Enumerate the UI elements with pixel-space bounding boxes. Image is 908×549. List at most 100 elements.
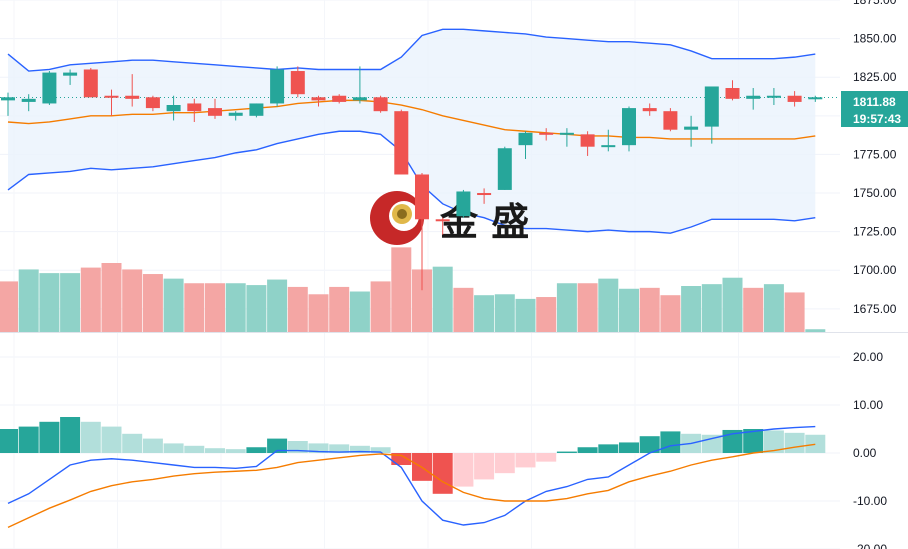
volume-bar[interactable] bbox=[701, 284, 722, 332]
volume-bar[interactable] bbox=[329, 286, 350, 332]
macd-histogram-bar[interactable] bbox=[267, 438, 288, 453]
macd-histogram-bar[interactable] bbox=[60, 417, 81, 453]
candle[interactable] bbox=[477, 188, 492, 204]
volume-bar[interactable] bbox=[246, 285, 267, 332]
macd-histogram-bar[interactable] bbox=[329, 444, 350, 453]
macd-histogram-bar[interactable] bbox=[101, 426, 122, 453]
candle[interactable] bbox=[746, 88, 761, 110]
volume-bar[interactable] bbox=[784, 292, 805, 332]
volume-bar[interactable] bbox=[494, 294, 515, 332]
candle[interactable] bbox=[208, 98, 222, 119]
candle[interactable] bbox=[166, 95, 181, 121]
macd-histogram-bar[interactable] bbox=[536, 453, 557, 462]
macd-panel[interactable] bbox=[0, 417, 826, 529]
candle[interactable] bbox=[290, 66, 305, 98]
volume-bar[interactable] bbox=[453, 287, 474, 332]
macd-histogram-bar[interactable] bbox=[474, 453, 495, 480]
candle[interactable] bbox=[145, 95, 160, 112]
volume-bar[interactable] bbox=[660, 295, 681, 332]
volume-bar[interactable] bbox=[18, 269, 39, 332]
candle[interactable] bbox=[642, 103, 657, 116]
volume-bar[interactable] bbox=[722, 277, 743, 332]
volume-bar[interactable] bbox=[474, 295, 495, 332]
volume-bar[interactable] bbox=[163, 278, 184, 332]
candle[interactable] bbox=[311, 95, 326, 107]
candle[interactable] bbox=[704, 86, 719, 144]
volume-bar[interactable] bbox=[225, 283, 246, 332]
volume-bar[interactable] bbox=[536, 297, 557, 332]
volume-bar[interactable] bbox=[0, 281, 18, 332]
candle[interactable] bbox=[766, 88, 781, 106]
candle[interactable] bbox=[373, 95, 388, 113]
candle[interactable] bbox=[249, 103, 264, 118]
volume-bar[interactable] bbox=[619, 288, 639, 332]
macd-histogram-bar[interactable] bbox=[370, 447, 391, 453]
macd-histogram-bar[interactable] bbox=[743, 429, 764, 453]
macd-histogram-bar[interactable] bbox=[18, 426, 39, 453]
macd-histogram-bar[interactable] bbox=[722, 429, 743, 453]
candle[interactable] bbox=[539, 128, 554, 141]
macd-histogram-bar[interactable] bbox=[39, 421, 60, 453]
macd-histogram-bar[interactable] bbox=[577, 447, 598, 453]
volume-bar[interactable] bbox=[681, 286, 702, 332]
candle[interactable] bbox=[456, 189, 471, 218]
candle[interactable] bbox=[497, 146, 512, 190]
candle[interactable] bbox=[42, 71, 57, 106]
macd-histogram-bar[interactable] bbox=[0, 429, 18, 453]
macd-histogram-bar[interactable] bbox=[308, 443, 329, 453]
macd-histogram-bar[interactable] bbox=[349, 445, 370, 453]
macd-histogram-bar[interactable] bbox=[163, 443, 184, 453]
volume-bar[interactable] bbox=[598, 278, 619, 332]
macd-histogram-bar[interactable] bbox=[494, 453, 515, 474]
volume-bar[interactable] bbox=[267, 279, 288, 332]
volume-bar[interactable] bbox=[743, 287, 764, 332]
candle[interactable] bbox=[1, 92, 15, 116]
candle[interactable] bbox=[187, 98, 202, 122]
candle[interactable] bbox=[663, 108, 678, 132]
candle[interactable] bbox=[684, 115, 699, 147]
candle[interactable] bbox=[228, 111, 243, 121]
volume-bar[interactable] bbox=[60, 273, 81, 332]
macd-histogram-bar[interactable] bbox=[784, 432, 805, 453]
macd-histogram-bar[interactable] bbox=[619, 442, 639, 453]
volume-bar[interactable] bbox=[432, 266, 453, 332]
volume-bar[interactable] bbox=[80, 267, 101, 332]
volume-bar[interactable] bbox=[391, 247, 412, 332]
volume-bar[interactable] bbox=[639, 287, 660, 332]
macd-histogram-bar[interactable] bbox=[432, 453, 453, 494]
volume-bar[interactable] bbox=[370, 281, 391, 332]
macd-histogram-bar[interactable] bbox=[515, 453, 536, 468]
candle[interactable] bbox=[270, 66, 285, 107]
macd-histogram-bar[interactable] bbox=[639, 436, 660, 453]
macd-histogram-bar[interactable] bbox=[453, 453, 474, 487]
macd-histogram-bar[interactable] bbox=[246, 447, 267, 453]
macd-histogram-bar[interactable] bbox=[142, 438, 163, 453]
candle[interactable] bbox=[21, 94, 36, 112]
macd-histogram-bar[interactable] bbox=[225, 449, 246, 453]
macd-histogram-bar[interactable] bbox=[391, 453, 412, 465]
macd-histogram-bar[interactable] bbox=[660, 431, 681, 453]
volume-bar[interactable] bbox=[577, 283, 598, 332]
volume-bar[interactable] bbox=[142, 274, 163, 332]
candle[interactable] bbox=[559, 128, 574, 147]
candle[interactable] bbox=[725, 80, 740, 101]
candle[interactable] bbox=[104, 89, 119, 116]
volume-bar[interactable] bbox=[763, 284, 784, 332]
macd-histogram-bar[interactable] bbox=[805, 434, 826, 453]
volume-bar[interactable] bbox=[122, 269, 143, 332]
volume-bar[interactable] bbox=[39, 273, 60, 332]
macd-histogram-bar[interactable] bbox=[205, 448, 225, 453]
oscillator-axis[interactable]: 20.00 10.00 0.00 -10.00 -20.00 bbox=[840, 333, 908, 549]
volume-bar[interactable] bbox=[101, 263, 122, 332]
volume-bar[interactable] bbox=[205, 283, 225, 332]
candle[interactable] bbox=[622, 106, 636, 152]
candle[interactable] bbox=[787, 91, 802, 107]
candle[interactable] bbox=[601, 129, 616, 152]
volume-bar[interactable] bbox=[805, 329, 826, 332]
candle[interactable] bbox=[125, 74, 140, 107]
macd-histogram-bar[interactable] bbox=[556, 451, 577, 453]
candle[interactable] bbox=[435, 217, 450, 235]
volume-bar[interactable] bbox=[287, 286, 308, 332]
candle[interactable] bbox=[352, 66, 367, 104]
